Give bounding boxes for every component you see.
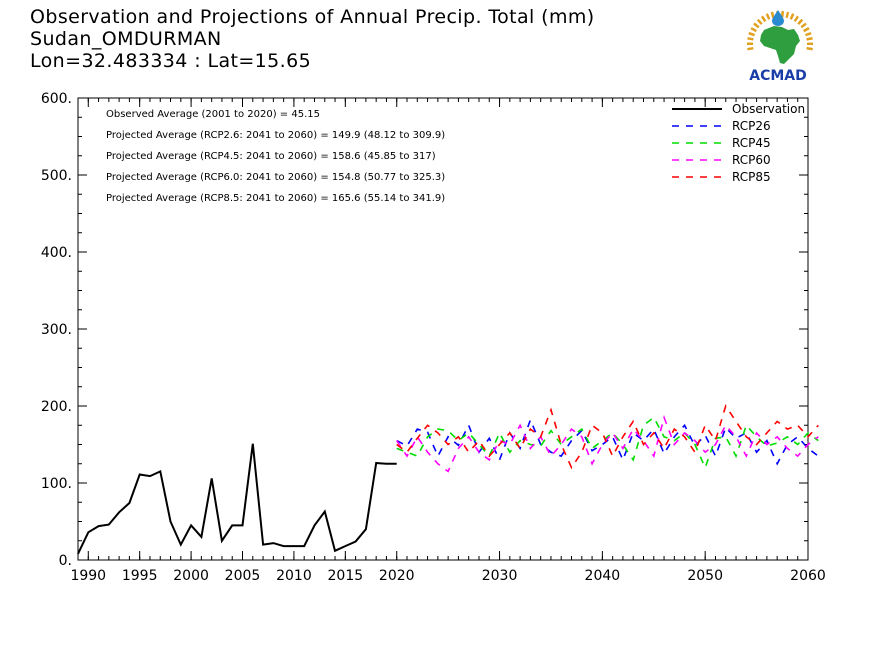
logo-ray [797, 18, 804, 25]
logo-ray [800, 22, 807, 29]
acmad-logo: ACMAD [746, 10, 814, 84]
observation-series [77, 443, 397, 555]
y-tick-label: 100. [41, 476, 72, 492]
series-observation-line [77, 443, 397, 555]
logo-rays-icon [746, 11, 814, 51]
logo-ray [748, 31, 755, 37]
station-coordinates: Lon=32.483334 : Lat=15.65 [30, 50, 312, 72]
y-tick-label: 500. [41, 168, 72, 184]
annotation-line: Observed Average (2001 to 2020) = 45.15 [106, 109, 320, 120]
logo-ray [756, 18, 763, 25]
x-axis-tick-labels: 1990 1995 2000 2005 2010 2015 2020 2030 2040 2050… [70, 568, 825, 584]
y-tick-label: 200. [41, 399, 72, 415]
y-tick-label: 0. [59, 553, 72, 569]
y-axis-tick-labels: 0. 100. 200. 300. 400. 500. 600. [41, 91, 72, 569]
annotation-line: Projected Average (RCP4.5: 2041 to 2060)… [106, 151, 436, 162]
projection-series [396, 404, 819, 473]
x-tick-label: 2020 [379, 568, 415, 584]
series-rcp85-line [396, 404, 819, 470]
station-name: Sudan_OMDURMAN [30, 28, 222, 50]
chart-title: Observation and Projections of Annual Pr… [30, 6, 595, 28]
logo-ray [747, 47, 754, 51]
plot-frame [77, 97, 809, 561]
logo-ray [765, 13, 771, 20]
x-tick-label: 2060 [790, 568, 826, 584]
logo-ray [806, 47, 813, 51]
chart-header: Observation and Projections of Annual Pr… [30, 6, 595, 72]
x-tick-label: 2010 [276, 568, 312, 584]
series-rcp26-line [396, 417, 819, 466]
x-tick-label: 2050 [687, 568, 723, 584]
logo-ray [761, 15, 767, 23]
series-rcp45-line [396, 416, 819, 470]
chart-legend: Observation RCP26 RCP45 RCP60 RCP85 [672, 102, 805, 184]
annotation-line: Projected Average (RCP6.0: 2041 to 2060)… [106, 172, 445, 183]
x-tick-label: 1990 [70, 568, 106, 584]
logo-ray [806, 37, 813, 41]
logo-ray [789, 13, 795, 20]
y-tick-label: 300. [41, 322, 72, 338]
y-tick-label: 400. [41, 245, 72, 261]
chart-annotations: Observed Average (2001 to 2020) = 45.15 P… [106, 109, 445, 204]
y-tick-label: 600. [41, 91, 72, 107]
x-tick-label: 2030 [482, 568, 518, 584]
legend-label-rcp26: RCP26 [732, 119, 771, 133]
logo-ray [803, 27, 810, 33]
legend-label-rcp45: RCP45 [732, 136, 771, 150]
logo-ray [750, 27, 757, 33]
legend-label-observation: Observation [732, 102, 805, 116]
x-tick-label: 2005 [225, 568, 261, 584]
axis-minor-ticks [77, 97, 809, 561]
legend-label-rcp85: RCP85 [732, 170, 771, 184]
logo-ray [753, 22, 760, 29]
logo-ray [770, 11, 775, 19]
x-tick-label: 2040 [585, 568, 621, 584]
logo-ray [793, 15, 799, 23]
annotation-line: Projected Average (RCP2.6: 2041 to 2060)… [106, 130, 445, 141]
africa-map-icon [760, 26, 800, 64]
logo-ray [805, 31, 812, 37]
axis-major-ticks [78, 97, 809, 561]
series-rcp60-line [396, 414, 819, 473]
logo-ray [785, 11, 790, 19]
acmad-logo-text: ACMAD [749, 68, 807, 84]
logo-ray [747, 37, 754, 41]
x-tick-label: 2015 [328, 568, 364, 584]
x-tick-label: 2000 [173, 568, 209, 584]
water-drop-icon [772, 10, 784, 26]
legend-label-rcp60: RCP60 [732, 153, 771, 167]
annotation-line: Projected Average (RCP8.5: 2041 to 2060)… [106, 193, 445, 204]
x-tick-label: 1995 [122, 568, 158, 584]
